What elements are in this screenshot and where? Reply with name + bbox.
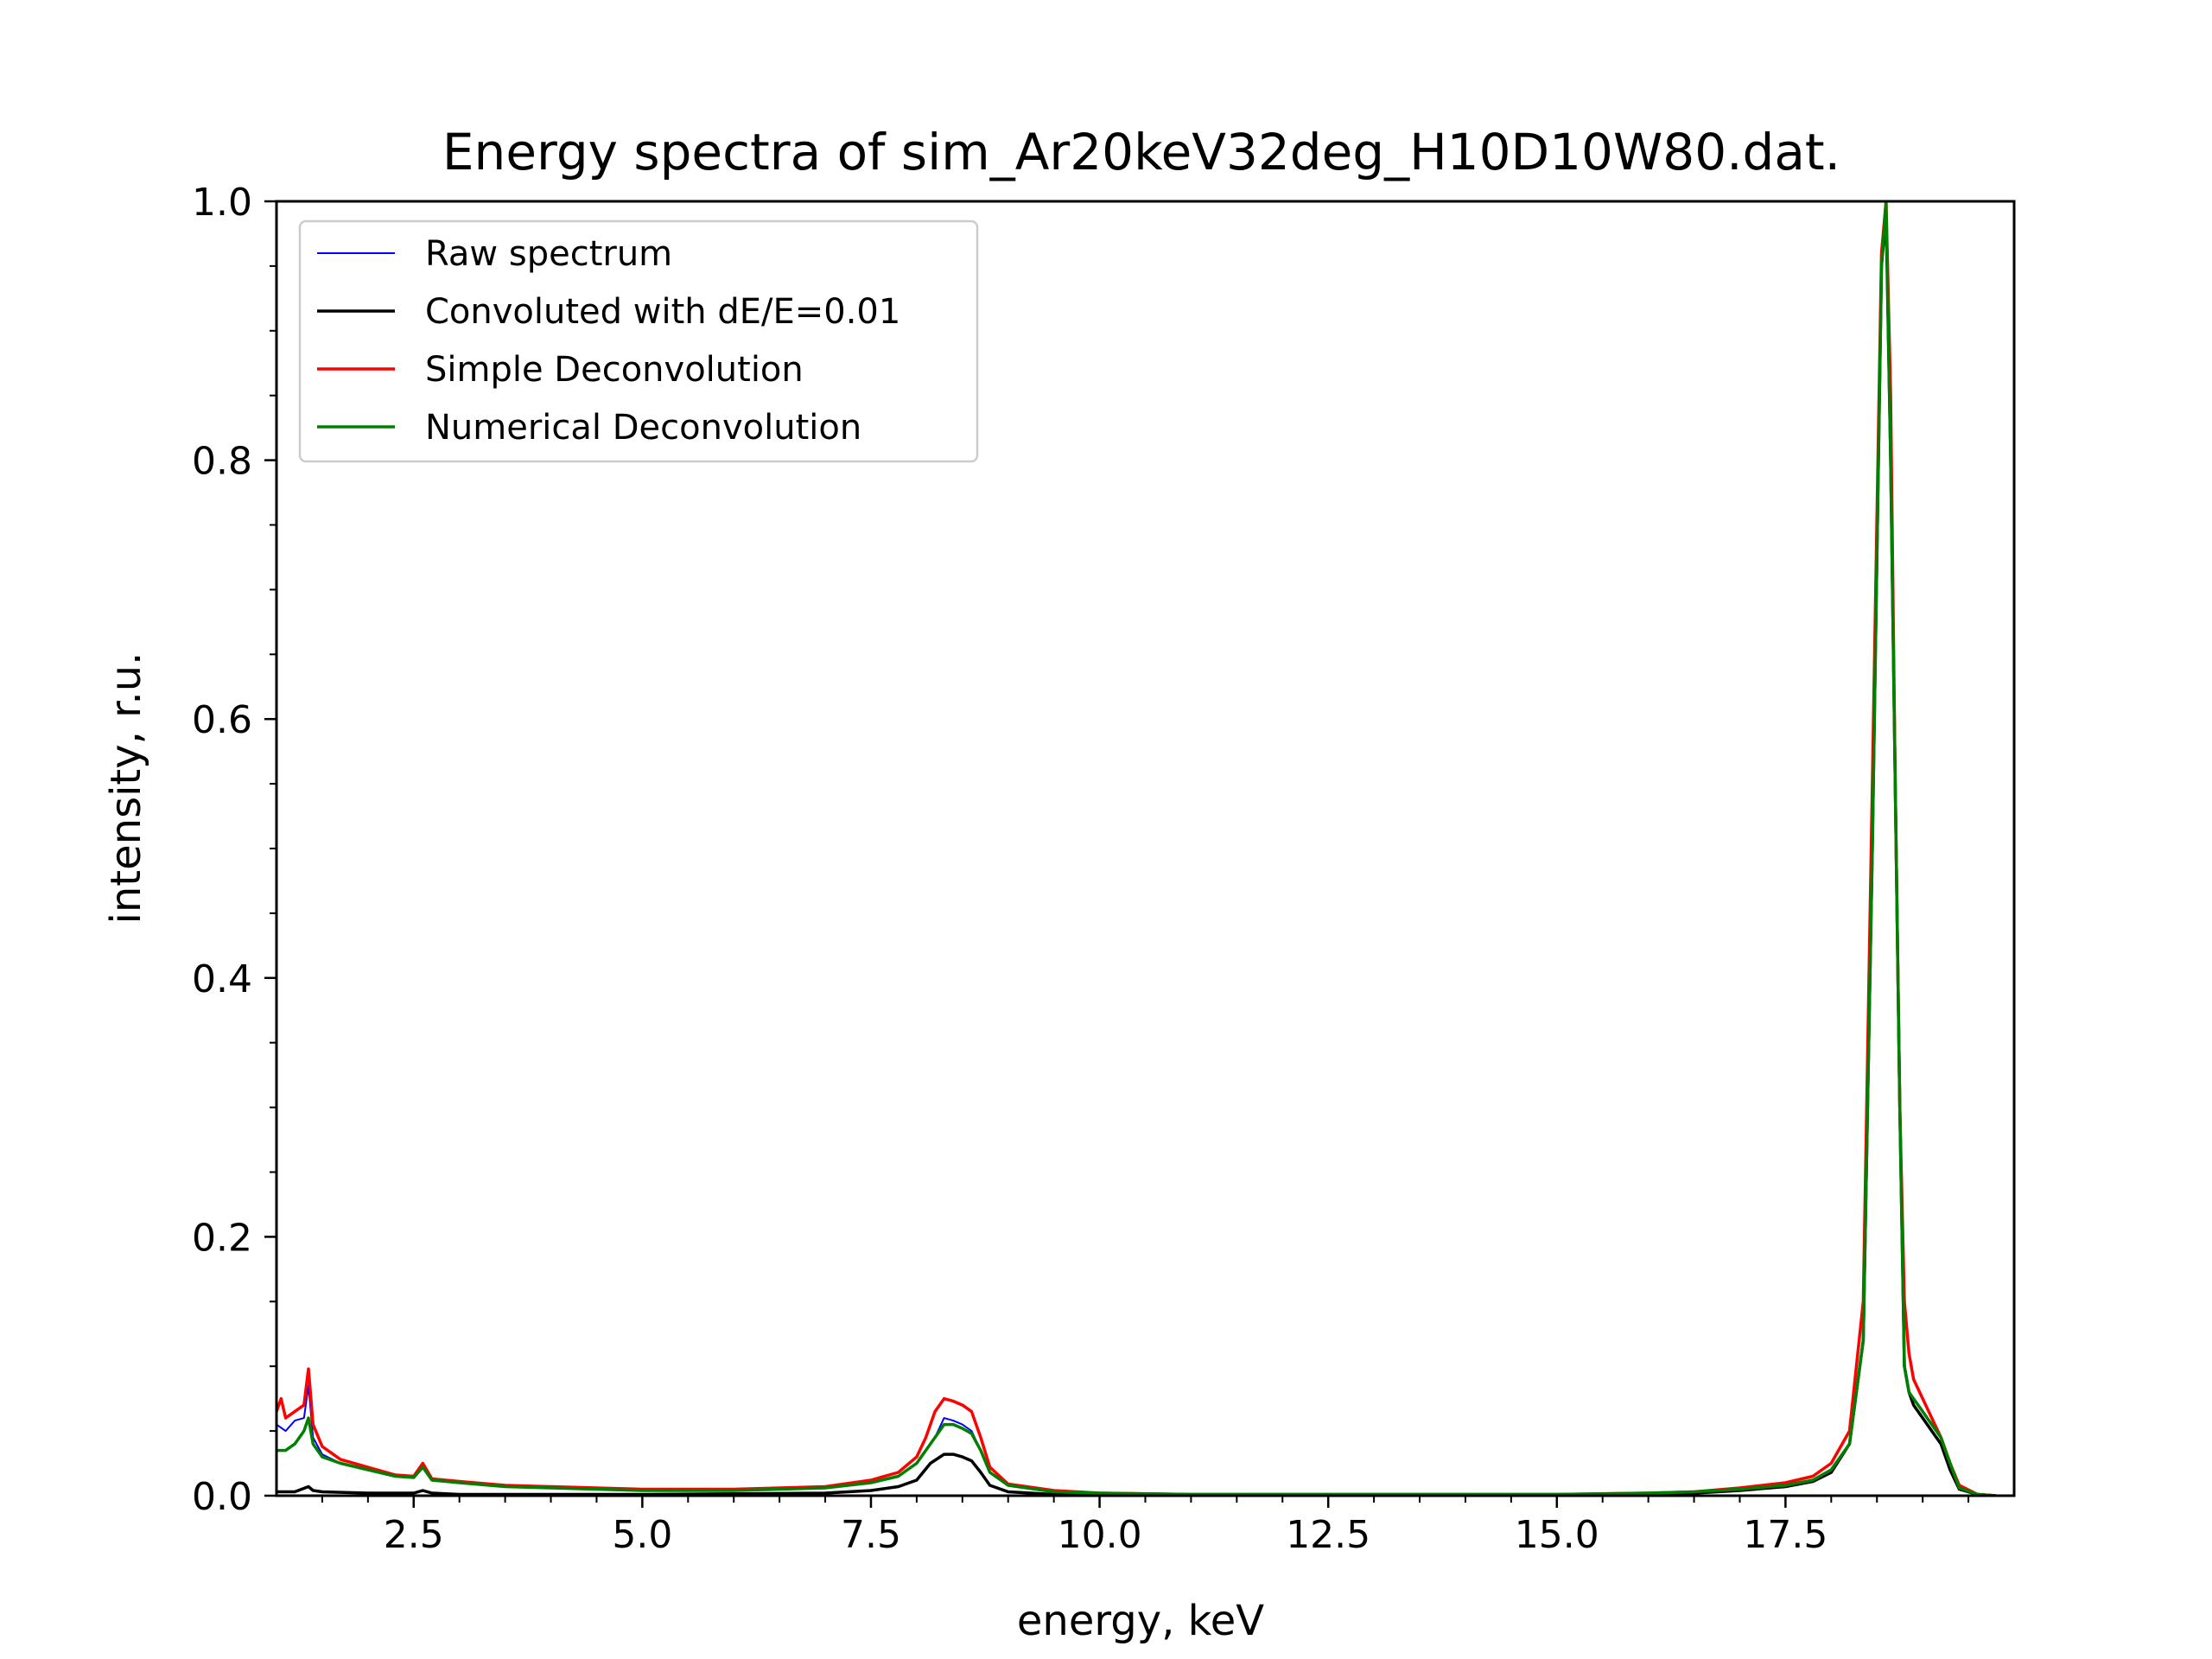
legend-label: Numerical Deconvolution (425, 408, 861, 448)
x-axis-label: energy, keV (1017, 1597, 1264, 1645)
y-tick-label: 0.6 (192, 698, 252, 742)
x-tick-label: 10.0 (1058, 1513, 1142, 1557)
legend-label: Convoluted with dE/E=0.01 (425, 292, 900, 332)
legend-label: Raw spectrum (425, 234, 672, 274)
y-tick-label: 1.0 (192, 181, 252, 225)
plot-frame (275, 200, 2016, 1497)
y-tick-label: 0.2 (192, 1216, 252, 1260)
x-tick-label: 7.5 (841, 1513, 901, 1557)
y-axis-label: intensity, r.u. (102, 652, 150, 925)
x-tick-label: 5.0 (612, 1513, 672, 1557)
x-tick-label: 2.5 (384, 1513, 444, 1557)
y-tick-label: 0.4 (192, 957, 252, 1001)
y-tick-label: 0.8 (192, 440, 252, 484)
y-tick-label: 0.0 (192, 1475, 252, 1519)
series-line-numerical-deconvolution (276, 201, 1996, 1496)
x-tick-label: 17.5 (1743, 1513, 1827, 1557)
ticks-layer: 2.5 5.0 7.5 10.0 12.5 15.0 17.5 0.0 0.2 0.4 0.6 0.8… (192, 181, 1970, 1557)
x-tick-label: 12.5 (1286, 1513, 1370, 1557)
legend-label: Simple Deconvolution (425, 350, 804, 390)
legend-box (298, 219, 979, 463)
legend: Raw spectrum Convoluted with dE/E=0.01 Sim… (298, 219, 979, 463)
chart-title: Energy spectra of sim_Ar20keV32deg_H10D1… (442, 123, 1840, 181)
x-tick-label: 15.0 (1515, 1513, 1599, 1557)
